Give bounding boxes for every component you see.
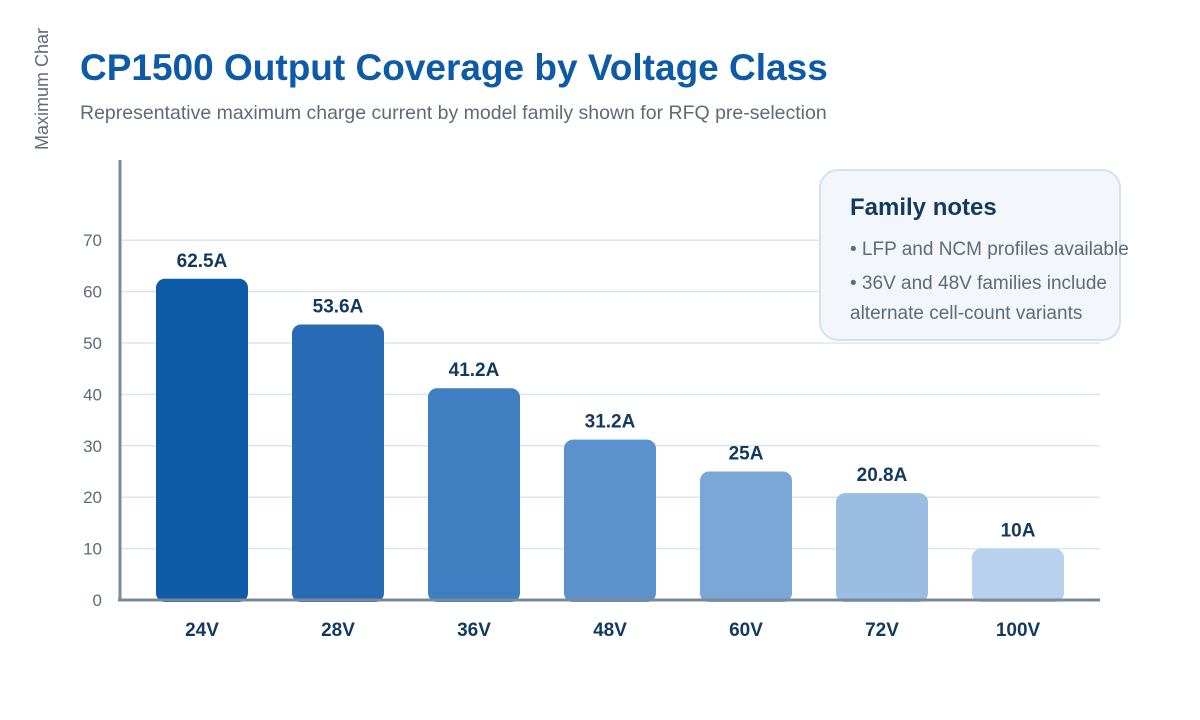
y-tick-label: 40 bbox=[83, 385, 102, 404]
chart-subtitle: Representative maximum charge current by… bbox=[80, 102, 827, 124]
bar bbox=[292, 324, 384, 602]
x-tick-label: 100V bbox=[996, 620, 1041, 641]
notes-background bbox=[819, 169, 1121, 341]
data-label: 20.8A bbox=[857, 465, 908, 486]
x-tick-label: 28V bbox=[321, 620, 355, 641]
notes-line: • LFP and NCM profiles available bbox=[850, 239, 1129, 260]
y-tick-label: 30 bbox=[83, 437, 102, 456]
x-tick-label: 60V bbox=[729, 620, 763, 641]
bar bbox=[836, 493, 928, 602]
bar bbox=[564, 439, 656, 602]
y-tick-label: 10 bbox=[83, 540, 102, 559]
data-label: 31.2A bbox=[585, 412, 636, 433]
x-ticks: 24V 28V 36V 48V 60V 72V 100V bbox=[185, 620, 1040, 641]
bars bbox=[156, 278, 1064, 602]
data-label: 41.2A bbox=[449, 360, 500, 381]
bar bbox=[428, 388, 520, 602]
data-label: 62.5A bbox=[177, 251, 228, 272]
notes-title: Family notes bbox=[850, 194, 997, 221]
bar bbox=[156, 278, 248, 602]
notes-line: alternate cell-count variants bbox=[850, 303, 1082, 324]
x-tick-label: 36V bbox=[457, 620, 491, 641]
y-tick-label: 50 bbox=[83, 334, 102, 353]
y-tick-label: 0 bbox=[93, 591, 102, 610]
x-tick-label: 72V bbox=[865, 620, 899, 641]
data-label: 25A bbox=[729, 444, 764, 465]
data-labels: 62.5A 53.6A 41.2A 31.2A 25A 20.8A 10A bbox=[177, 251, 1036, 542]
notes-line: • 36V and 48V families include bbox=[850, 273, 1107, 294]
data-label: 10A bbox=[1001, 521, 1036, 542]
x-tick-label: 48V bbox=[593, 620, 627, 641]
y-tick-label: 60 bbox=[83, 283, 102, 302]
x-tick-label: 24V bbox=[185, 620, 219, 641]
data-label: 53.6A bbox=[313, 296, 364, 317]
y-tick-label: 70 bbox=[83, 231, 102, 250]
bar bbox=[972, 548, 1064, 602]
y-tick-label: 20 bbox=[83, 488, 102, 507]
chart-title: CP1500 Output Coverage by Voltage Class bbox=[80, 47, 828, 88]
bar bbox=[700, 471, 792, 602]
y-axis-label: Maximum Char bbox=[32, 28, 52, 150]
family-notes-box: Family notes • LFP and NCM profiles avai… bbox=[819, 169, 1129, 341]
y-ticks: 0 10 20 30 40 50 60 70 bbox=[83, 231, 102, 610]
